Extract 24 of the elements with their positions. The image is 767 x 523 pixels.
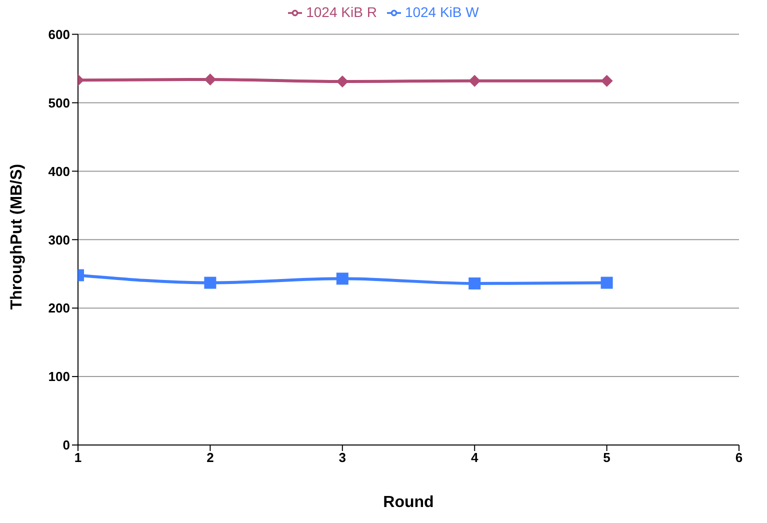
y-tick-label: 300 (48, 232, 70, 248)
legend-label: 1024 KiB R (306, 4, 377, 20)
y-tick-label: 600 (48, 26, 70, 42)
y-tick-label: 0 (62, 438, 70, 453)
point (468, 277, 481, 290)
x-tick-label: 1 (74, 450, 82, 466)
x-tick-label: 2 (206, 450, 214, 466)
x-tick-label: 3 (338, 450, 346, 466)
y-tick-label: 100 (48, 369, 70, 384)
x-tick-label: 5 (603, 450, 610, 466)
point (204, 73, 216, 86)
y-tick-label: 400 (48, 164, 70, 179)
point (204, 276, 216, 289)
point (336, 272, 348, 285)
legend-label: 1024 KiB W (404, 4, 479, 20)
x-axis-title: Round (383, 494, 434, 511)
point (600, 74, 613, 87)
y-axis-title: ThroughPut (MB/S) (8, 164, 26, 310)
y-tick-label: 200 (48, 300, 70, 316)
point (468, 74, 481, 87)
y-tick-label: 500 (48, 95, 70, 110)
point (600, 276, 613, 289)
x-tick-label: 6 (735, 450, 743, 466)
x-tick-label: 4 (470, 450, 479, 466)
